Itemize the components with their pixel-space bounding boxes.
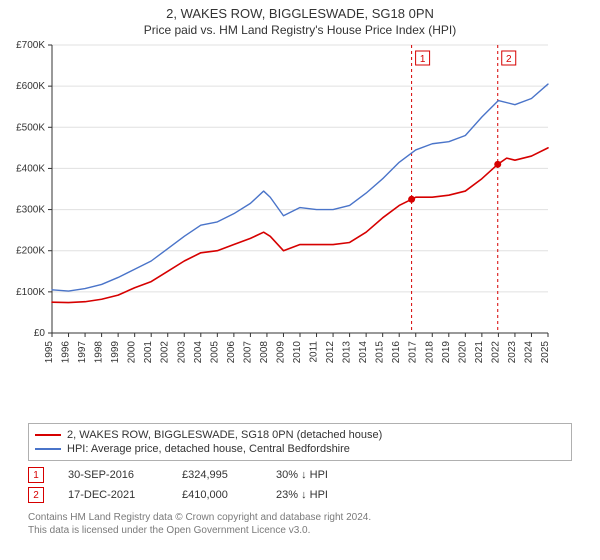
svg-text:£200K: £200K	[16, 246, 45, 257]
svg-text:1996: 1996	[61, 341, 72, 364]
svg-text:1997: 1997	[77, 341, 88, 364]
svg-text:£400K: £400K	[16, 163, 45, 174]
svg-text:2016: 2016	[391, 341, 402, 364]
price-hpi-line-chart: £0 £100K £200K £300K £400K £500K £600K £700K 199…	[0, 37, 580, 397]
svg-text:2003: 2003	[176, 341, 187, 364]
marker-detail-table: 1 30-SEP-2016 £324,995 30% ↓ HPI 2 17-DEC-202…	[28, 465, 572, 505]
svg-text:2011: 2011	[309, 341, 320, 363]
svg-text:2: 2	[506, 54, 512, 65]
svg-text:2025: 2025	[540, 341, 551, 364]
legend: 2, WAKES ROW, BIGGLESWADE, SG18 0PN (det…	[28, 423, 572, 461]
marker-detail-row: 2 17-DEC-2021 £410,000 23% ↓ HPI	[28, 485, 572, 505]
marker-badge: 2	[28, 487, 44, 503]
marker-price: £410,000	[182, 489, 252, 501]
chart-area: £0 £100K £200K £300K £400K £500K £600K £700K 199…	[0, 37, 600, 417]
marker-date: 17-DEC-2021	[68, 489, 158, 501]
svg-text:£0: £0	[34, 328, 46, 339]
chart-titles: 2, WAKES ROW, BIGGLESWADE, SG18 0PN Pric…	[0, 0, 600, 37]
svg-text:2008: 2008	[259, 341, 270, 364]
svg-text:£600K: £600K	[16, 81, 45, 92]
title-line-2: Price paid vs. HM Land Registry's House …	[0, 23, 600, 37]
svg-text:2012: 2012	[325, 341, 336, 364]
svg-text:£300K: £300K	[16, 205, 45, 216]
svg-text:1998: 1998	[94, 341, 105, 364]
attribution-line-2: This data is licensed under the Open Gov…	[28, 524, 572, 537]
title-line-1: 2, WAKES ROW, BIGGLESWADE, SG18 0PN	[0, 6, 600, 21]
marker-delta: 30% ↓ HPI	[276, 469, 366, 481]
svg-text:2015: 2015	[375, 341, 386, 364]
svg-text:2018: 2018	[424, 341, 435, 364]
svg-text:2007: 2007	[242, 341, 253, 364]
legend-swatch	[35, 434, 61, 436]
svg-text:2017: 2017	[408, 341, 419, 364]
svg-text:2006: 2006	[226, 341, 237, 364]
legend-item: HPI: Average price, detached house, Cent…	[35, 442, 565, 456]
svg-text:1995: 1995	[44, 341, 55, 364]
attribution-line-1: Contains HM Land Registry data © Crown c…	[28, 511, 572, 524]
svg-text:2001: 2001	[143, 341, 154, 364]
svg-text:1999: 1999	[110, 341, 121, 364]
svg-text:£500K: £500K	[16, 122, 45, 133]
svg-text:2005: 2005	[209, 341, 220, 364]
svg-text:2022: 2022	[490, 341, 501, 364]
svg-text:1: 1	[420, 54, 426, 65]
svg-text:2013: 2013	[342, 341, 353, 364]
svg-text:2014: 2014	[358, 341, 369, 364]
legend-swatch	[35, 448, 61, 450]
svg-text:2021: 2021	[474, 341, 485, 364]
marker-date: 30-SEP-2016	[68, 469, 158, 481]
svg-text:2020: 2020	[457, 341, 468, 364]
attribution: Contains HM Land Registry data © Crown c…	[28, 511, 572, 537]
svg-text:2002: 2002	[160, 341, 171, 364]
marker-delta: 23% ↓ HPI	[276, 489, 366, 501]
marker-price: £324,995	[182, 469, 252, 481]
svg-text:2023: 2023	[507, 341, 518, 364]
svg-text:2004: 2004	[193, 341, 204, 364]
svg-text:2010: 2010	[292, 341, 303, 364]
legend-label: HPI: Average price, detached house, Cent…	[67, 443, 350, 455]
svg-text:2000: 2000	[127, 341, 138, 364]
svg-text:£100K: £100K	[16, 287, 45, 298]
svg-text:2024: 2024	[523, 341, 534, 364]
legend-item: 2, WAKES ROW, BIGGLESWADE, SG18 0PN (det…	[35, 428, 565, 442]
marker-badge: 1	[28, 467, 44, 483]
svg-text:£700K: £700K	[16, 40, 45, 51]
svg-text:2019: 2019	[441, 341, 452, 364]
legend-label: 2, WAKES ROW, BIGGLESWADE, SG18 0PN (det…	[67, 429, 382, 441]
svg-text:2009: 2009	[275, 341, 286, 364]
marker-detail-row: 1 30-SEP-2016 £324,995 30% ↓ HPI	[28, 465, 572, 485]
